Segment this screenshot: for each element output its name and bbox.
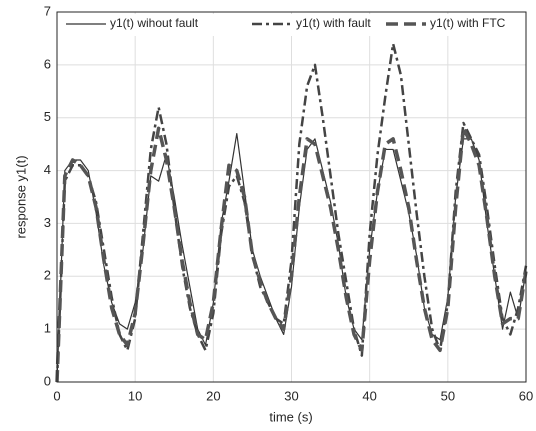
legend-label: y1(t) wihout fault bbox=[110, 16, 199, 30]
y-tick-label: 7 bbox=[44, 3, 51, 18]
y-tick-label: 0 bbox=[44, 373, 51, 388]
y-tick-label: 3 bbox=[44, 215, 51, 230]
legend-label: y1(t) with fault bbox=[296, 16, 371, 30]
x-tick-label: 40 bbox=[362, 388, 376, 403]
axes-box bbox=[56, 11, 527, 383]
x-tick-label: 10 bbox=[128, 388, 142, 403]
x-tick-label: 60 bbox=[519, 388, 533, 403]
y-tick-label: 5 bbox=[44, 109, 51, 124]
y-axis-label: response y1(t) bbox=[13, 155, 28, 238]
y-tick-label: 4 bbox=[44, 162, 51, 177]
x-tick-label: 30 bbox=[284, 388, 298, 403]
legend-label: y1(t) with FTC bbox=[430, 16, 506, 30]
y-tick-label: 6 bbox=[44, 56, 51, 71]
y-tick-label: 1 bbox=[44, 321, 51, 336]
series-line bbox=[55, 126, 528, 383]
x-axis-label: time (s) bbox=[269, 409, 312, 424]
legend-box bbox=[59, 14, 524, 36]
x-tick-label: 20 bbox=[206, 388, 220, 403]
y-tick-label: 2 bbox=[44, 268, 51, 283]
x-tick-label: 50 bbox=[441, 388, 455, 403]
x-tick-label: 0 bbox=[53, 388, 60, 403]
